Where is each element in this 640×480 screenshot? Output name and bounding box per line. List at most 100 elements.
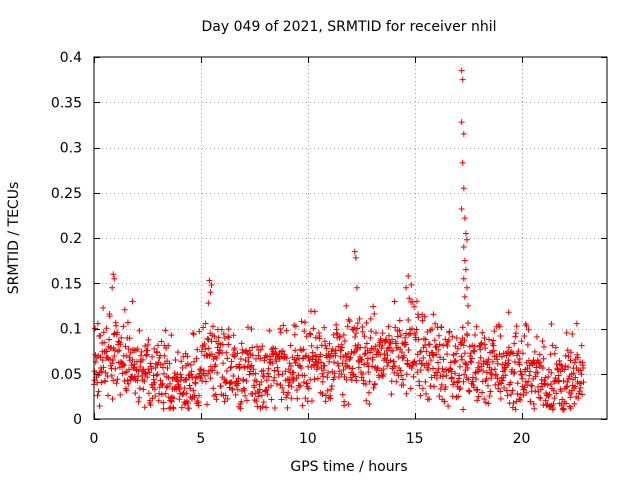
data-point	[462, 266, 469, 273]
data-point	[194, 346, 201, 353]
data-point	[448, 375, 455, 382]
data-point	[326, 340, 333, 347]
data-point	[517, 396, 524, 403]
data-point	[109, 356, 116, 363]
data-point	[479, 329, 486, 336]
data-point	[144, 347, 151, 354]
data-point	[347, 354, 354, 361]
data-point	[522, 320, 529, 327]
data-point	[121, 306, 128, 313]
data-point	[263, 377, 270, 384]
data-point	[374, 347, 381, 354]
y-axis-label: SRMTID / TECUs	[6, 182, 22, 295]
data-point	[160, 405, 167, 412]
data-point	[92, 325, 99, 332]
data-point	[387, 357, 394, 364]
data-point	[438, 324, 445, 331]
data-point	[567, 394, 574, 401]
data-point	[471, 343, 478, 350]
data-point	[540, 343, 547, 350]
data-point	[174, 378, 181, 385]
data-point	[473, 323, 480, 330]
data-point	[473, 387, 480, 394]
data-point	[117, 341, 124, 348]
data-point	[345, 350, 352, 357]
data-point	[361, 351, 368, 358]
data-point	[235, 380, 242, 387]
data-point	[109, 395, 116, 402]
data-point	[260, 367, 267, 374]
data-point	[208, 282, 215, 289]
data-point	[536, 351, 543, 358]
data-point	[101, 339, 108, 346]
data-point	[142, 342, 149, 349]
data-point	[428, 326, 435, 333]
data-point	[481, 395, 488, 402]
data-point	[459, 324, 466, 331]
data-point	[580, 364, 587, 371]
data-point	[490, 347, 497, 354]
data-point	[371, 380, 378, 387]
data-point	[395, 353, 402, 360]
data-point	[307, 331, 314, 338]
data-point	[511, 369, 518, 376]
data-point	[320, 373, 327, 380]
data-point	[564, 347, 571, 354]
data-point	[449, 333, 456, 340]
data-point	[92, 351, 99, 358]
data-point	[485, 356, 492, 363]
data-point	[386, 344, 393, 351]
data-point	[212, 391, 219, 398]
data-point	[501, 384, 508, 391]
data-point	[340, 366, 347, 373]
data-point	[346, 364, 353, 371]
data-point	[429, 352, 436, 359]
data-point	[425, 366, 432, 373]
data-point	[448, 368, 455, 375]
data-point	[294, 395, 301, 402]
data-point	[403, 371, 410, 378]
data-point	[406, 295, 413, 302]
data-point	[382, 355, 389, 362]
data-point	[463, 236, 470, 243]
data-point	[252, 370, 259, 377]
data-point	[134, 377, 141, 384]
data-point	[407, 385, 414, 392]
data-point	[453, 350, 460, 357]
data-point	[565, 353, 572, 360]
data-point	[448, 374, 455, 381]
y-tick-label: 0.25	[51, 186, 82, 202]
data-point	[200, 367, 207, 374]
data-point	[422, 378, 429, 385]
data-point	[518, 338, 525, 345]
data-point	[456, 386, 463, 393]
data-point	[371, 310, 378, 317]
data-point	[99, 357, 106, 364]
data-point	[248, 362, 255, 369]
data-point	[309, 356, 316, 363]
data-point	[144, 341, 151, 348]
data-point	[126, 354, 133, 361]
data-point	[511, 358, 518, 365]
data-point	[578, 371, 585, 378]
data-point	[256, 389, 263, 396]
data-point	[314, 344, 321, 351]
data-point	[97, 332, 104, 339]
data-point	[314, 364, 321, 371]
data-point	[505, 344, 512, 351]
data-point	[149, 353, 156, 360]
data-point	[558, 388, 565, 395]
data-point	[207, 289, 214, 296]
data-point	[263, 404, 270, 411]
data-point	[338, 347, 345, 354]
data-point	[280, 322, 287, 329]
data-point	[525, 378, 532, 385]
data-point	[122, 343, 129, 350]
data-point	[290, 369, 297, 376]
data-point	[314, 375, 321, 382]
data-point	[161, 352, 168, 359]
data-point	[389, 336, 396, 343]
data-point	[369, 354, 376, 361]
data-point	[114, 376, 121, 383]
data-point	[482, 345, 489, 352]
